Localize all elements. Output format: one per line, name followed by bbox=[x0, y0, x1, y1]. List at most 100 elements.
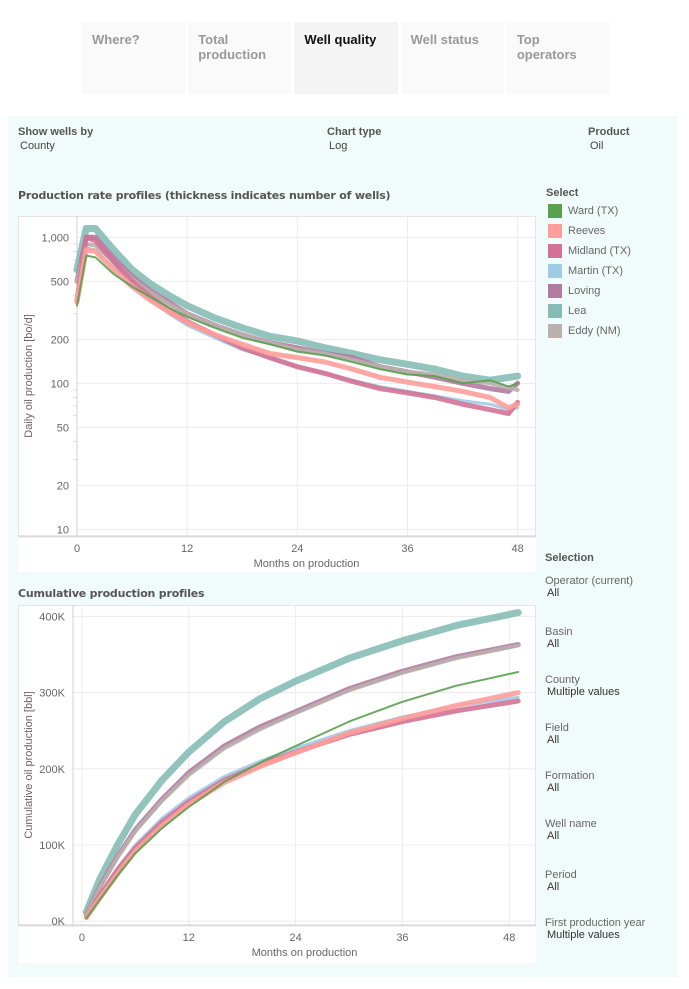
x-tick-label: 36 bbox=[396, 932, 408, 944]
legend-item[interactable]: Eddy (NM) bbox=[546, 321, 631, 341]
filter-value[interactable]: All bbox=[547, 830, 560, 842]
y-tick-label: 200 bbox=[51, 334, 69, 346]
rate-chart-bg bbox=[18, 216, 536, 572]
y-axis-label: Cumulative oil production [bbl] bbox=[23, 691, 35, 838]
series-line-reeves bbox=[74, 247, 521, 411]
series-line-martin-tx bbox=[84, 695, 520, 919]
show-wells-by-control[interactable]: Show wells by County bbox=[18, 126, 93, 152]
legend-item[interactable]: Loving bbox=[546, 281, 631, 301]
x-tick-label: 24 bbox=[289, 932, 301, 944]
legend-swatch bbox=[548, 284, 562, 298]
x-tick-label: 48 bbox=[503, 932, 515, 944]
filter-well-name[interactable]: Well name All bbox=[545, 818, 597, 842]
series-line-ward-tx bbox=[85, 671, 520, 920]
filter-label: County bbox=[545, 674, 580, 686]
filter-value[interactable]: All bbox=[547, 734, 560, 746]
x-tick-label: 24 bbox=[291, 543, 303, 555]
legend-label: Midland (TX) bbox=[568, 245, 631, 257]
cumulative-chart-bg bbox=[18, 605, 536, 963]
x-tick-label: 36 bbox=[401, 543, 413, 555]
legend-item[interactable]: Reeves bbox=[546, 221, 631, 241]
legend-item[interactable]: Martin (TX) bbox=[546, 261, 631, 281]
x-axis-label: Months on production bbox=[252, 947, 358, 959]
y-tick-label: 0K bbox=[52, 916, 66, 928]
chart-type-value[interactable]: Log bbox=[329, 140, 348, 152]
rate-chart-title: Production rate profiles (thickness indi… bbox=[18, 189, 391, 202]
product-control[interactable]: Product Oil bbox=[588, 126, 630, 152]
filter-label: First production year bbox=[545, 917, 646, 929]
product-value[interactable]: Oil bbox=[590, 140, 604, 152]
x-tick-label: 12 bbox=[183, 932, 195, 944]
y-tick-label: 300K bbox=[39, 688, 65, 700]
series-line-loving bbox=[83, 642, 521, 918]
tab-top-operators[interactable]: Top operators bbox=[506, 22, 611, 94]
x-tick-label: 48 bbox=[512, 543, 524, 555]
y-tick-label: 20 bbox=[57, 480, 69, 492]
show-wells-by-value[interactable]: County bbox=[20, 140, 55, 152]
series-line-ward-tx bbox=[76, 254, 519, 388]
chart-type-control[interactable]: Chart type Log bbox=[327, 126, 381, 152]
chart-frame bbox=[18, 216, 536, 538]
filter-label: Well name bbox=[545, 818, 597, 830]
legend-swatch bbox=[548, 304, 562, 318]
y-tick-label: 50 bbox=[57, 422, 69, 434]
legend-label: Eddy (NM) bbox=[568, 325, 621, 337]
legend-item[interactable]: Ward (TX) bbox=[546, 201, 631, 221]
legend-swatch bbox=[548, 264, 562, 278]
legend-label: Martin (TX) bbox=[568, 265, 623, 277]
filter-value[interactable]: Multiple values bbox=[547, 686, 620, 698]
product-label: Product bbox=[588, 126, 630, 138]
filter-operator-current[interactable]: Operator (current) All bbox=[545, 575, 633, 599]
x-axis-label: Months on production bbox=[254, 558, 360, 570]
series-line-lea bbox=[82, 609, 522, 916]
series-line-lea bbox=[73, 225, 522, 384]
legend-label: Reeves bbox=[568, 225, 606, 237]
legend-swatch bbox=[548, 224, 562, 238]
tab-total-production[interactable]: Total production bbox=[188, 22, 292, 94]
chart-type-label: Chart type bbox=[327, 126, 382, 138]
legend-swatch bbox=[548, 204, 562, 218]
y-tick-label: 10 bbox=[57, 524, 69, 536]
series-line-eddy-nm bbox=[84, 643, 521, 918]
filter-label: Field bbox=[545, 722, 569, 734]
y-tick-label: 400K bbox=[39, 611, 65, 623]
filter-formation[interactable]: Formation All bbox=[545, 770, 595, 794]
show-wells-by-label: Show wells by bbox=[18, 126, 94, 138]
filter-value[interactable]: All bbox=[547, 587, 560, 599]
filter-period[interactable]: Period All bbox=[545, 869, 577, 893]
legend-title: Select bbox=[546, 187, 579, 199]
filter-label: Basin bbox=[545, 626, 573, 638]
x-tick-label: 12 bbox=[181, 543, 193, 555]
chart-frame bbox=[18, 605, 536, 927]
y-tick-label: 1,000 bbox=[41, 232, 69, 244]
selection-title: Selection bbox=[545, 552, 594, 564]
legend-label: Ward (TX) bbox=[568, 205, 619, 217]
legend-label: Loving bbox=[568, 285, 601, 297]
filter-field[interactable]: Field All bbox=[545, 722, 569, 746]
tab-well-status[interactable]: Well status bbox=[400, 22, 504, 94]
filter-value[interactable]: Multiple values bbox=[547, 929, 620, 941]
series-line-reeves bbox=[83, 690, 521, 920]
cumulative-chart: 0 12 24 36 48 0K 100K 200K 300K 400K Months on pro… bbox=[18, 605, 536, 959]
y-axis-label: Daily oil production [bo/d] bbox=[23, 314, 35, 438]
filter-label: Formation bbox=[545, 770, 595, 782]
filter-value[interactable]: All bbox=[547, 782, 560, 794]
filter-label: Period bbox=[545, 869, 577, 881]
filter-value[interactable]: All bbox=[547, 638, 560, 650]
filter-basin[interactable]: Basin All bbox=[545, 626, 573, 650]
filter-county[interactable]: County Multiple values bbox=[545, 674, 620, 698]
legend-swatch bbox=[548, 244, 562, 258]
tab-where[interactable]: Where? bbox=[82, 22, 186, 94]
filter-value[interactable]: All bbox=[547, 881, 560, 893]
filter-first-production-year[interactable]: First production year Multiple values bbox=[545, 917, 645, 941]
x-tick-label: 0 bbox=[74, 543, 80, 555]
cumulative-chart-title: Cumulative production profiles bbox=[18, 587, 205, 600]
y-tick-label: 200K bbox=[39, 764, 65, 776]
series-line-midland-tx bbox=[74, 234, 521, 417]
legend-item[interactable]: Midland (TX) bbox=[546, 241, 631, 261]
legend-swatch bbox=[548, 324, 562, 338]
selection-header: Selection bbox=[545, 552, 594, 570]
y-tick-label: 100 bbox=[51, 378, 69, 390]
legend-item[interactable]: Lea bbox=[546, 301, 631, 321]
tab-well-quality[interactable]: Well quality bbox=[294, 22, 398, 94]
